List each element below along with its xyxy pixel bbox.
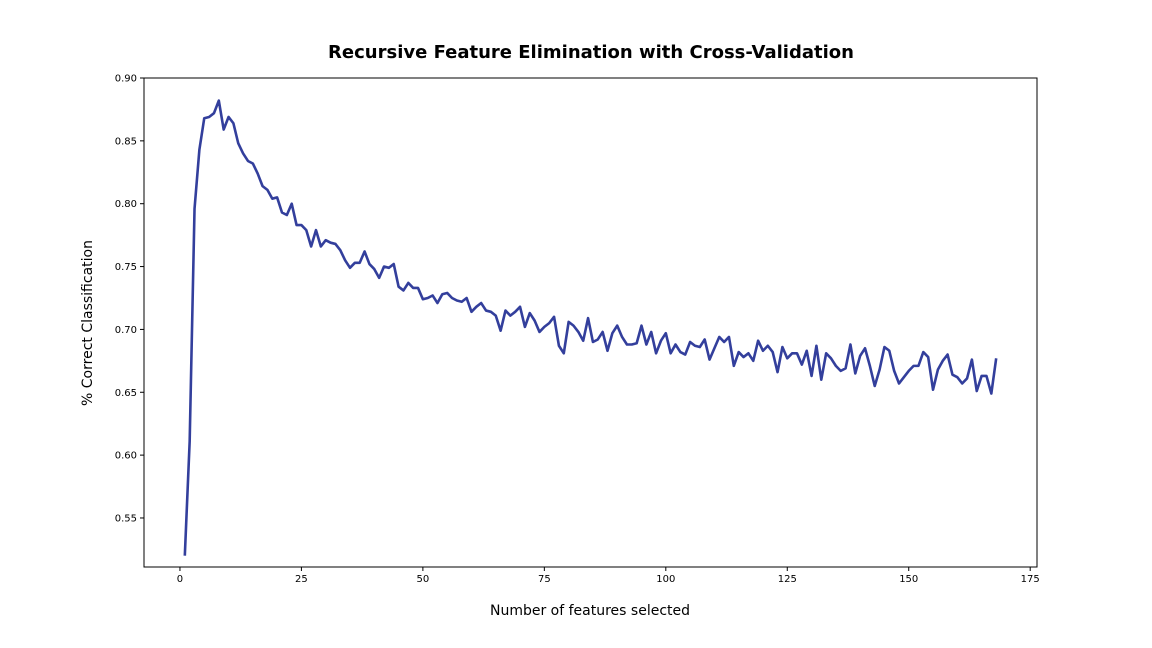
x-axis-label: Number of features selected bbox=[490, 603, 690, 619]
y-axis-ticks: 0.55 0.60 0.65 0.70 0.75 0.80 0.85 0.90 bbox=[115, 74, 144, 524]
series-line bbox=[183, 99, 998, 556]
x-tick-label: 125 bbox=[778, 574, 797, 585]
y-tick-label: 0.80 bbox=[115, 199, 137, 210]
y-tick-label: 0.90 bbox=[115, 74, 137, 85]
chart-title: Recursive Feature Elimination with Cross… bbox=[328, 42, 854, 63]
plot-area bbox=[143, 77, 1038, 568]
y-tick-label: 0.70 bbox=[115, 325, 137, 336]
x-tick-label: 25 bbox=[295, 574, 308, 585]
x-tick-label: 150 bbox=[899, 574, 918, 585]
x-tick-label: 175 bbox=[1021, 574, 1040, 585]
y-tick-label: 0.75 bbox=[115, 262, 137, 273]
x-tick-label: 75 bbox=[538, 574, 551, 585]
y-tick-label: 0.60 bbox=[115, 451, 137, 462]
plot-frame bbox=[143, 77, 1038, 568]
x-tick-label: 100 bbox=[656, 574, 675, 585]
y-tick-label: 0.85 bbox=[115, 136, 137, 147]
x-tick-label: 50 bbox=[417, 574, 430, 585]
y-axis-label: % Correct Classification bbox=[80, 240, 96, 406]
x-tick-label: 0 bbox=[177, 574, 183, 585]
y-tick-label: 0.65 bbox=[115, 388, 137, 399]
y-tick-label: 0.55 bbox=[115, 513, 137, 524]
x-axis-ticks: 0 25 50 75 100 125 150 175 bbox=[177, 567, 1040, 585]
